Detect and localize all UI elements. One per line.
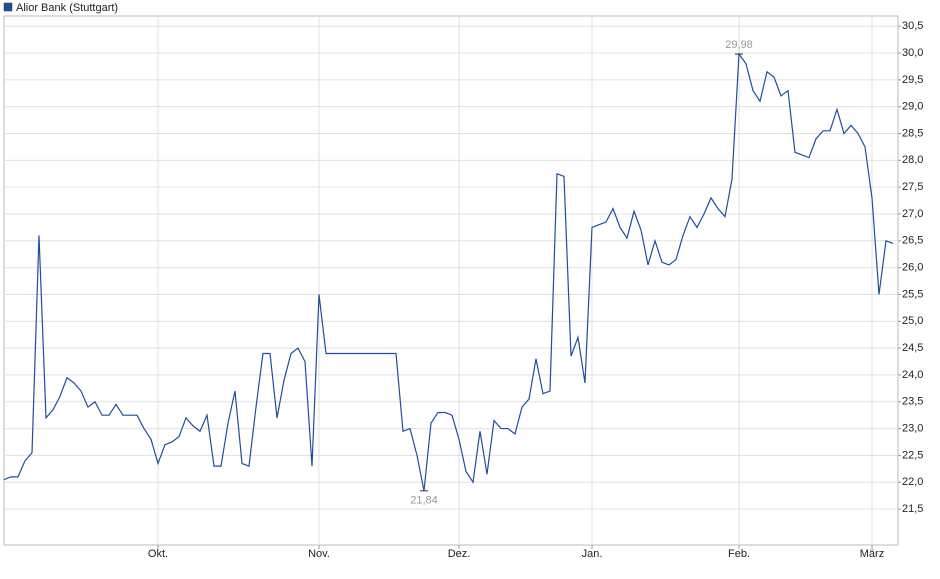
y-tick-label: 30,0	[902, 47, 923, 59]
y-tick-label: 22,5	[902, 449, 923, 461]
x-tick-label: Feb.	[728, 548, 750, 560]
value-label: 21,84	[410, 495, 438, 507]
y-tick-label: 29,0	[902, 101, 923, 113]
line	[3, 52, 894, 491]
y-tick-label: 28,5	[902, 127, 923, 139]
legend-label: Alior Bank (Stuttgart)	[16, 2, 118, 14]
x-tick-label: Dez.	[448, 548, 471, 560]
y-tick-label: 30,5	[902, 20, 923, 32]
x-tick-label: Okt.	[148, 548, 168, 560]
y-tick-label: 28,0	[902, 154, 923, 166]
y-tick-label: 24,0	[902, 369, 923, 381]
y-tick-label: 24,5	[902, 342, 923, 354]
legend-swatch	[3, 2, 13, 12]
y-tick-label: 26,5	[902, 235, 923, 247]
value-label: 29,98	[725, 39, 753, 51]
x-tick-label: Jan.	[582, 548, 603, 560]
y-tick-label: 26,0	[902, 262, 923, 274]
x-tick-label: März	[860, 548, 884, 560]
y-tick-label: 23,5	[902, 396, 923, 408]
y-tick-label: 25,0	[902, 315, 923, 327]
y-tick-label: 22,0	[902, 476, 923, 488]
plot-area	[3, 15, 899, 546]
y-tick-label: 23,0	[902, 422, 923, 434]
y-tick-label: 29,5	[902, 74, 923, 86]
y-tick-label: 27,0	[902, 208, 923, 220]
y-tick-label: 27,5	[902, 181, 923, 193]
y-tick-label: 25,5	[902, 288, 923, 300]
x-tick-label: Nov.	[308, 548, 330, 560]
y-tick-label: 21,5	[902, 503, 923, 515]
